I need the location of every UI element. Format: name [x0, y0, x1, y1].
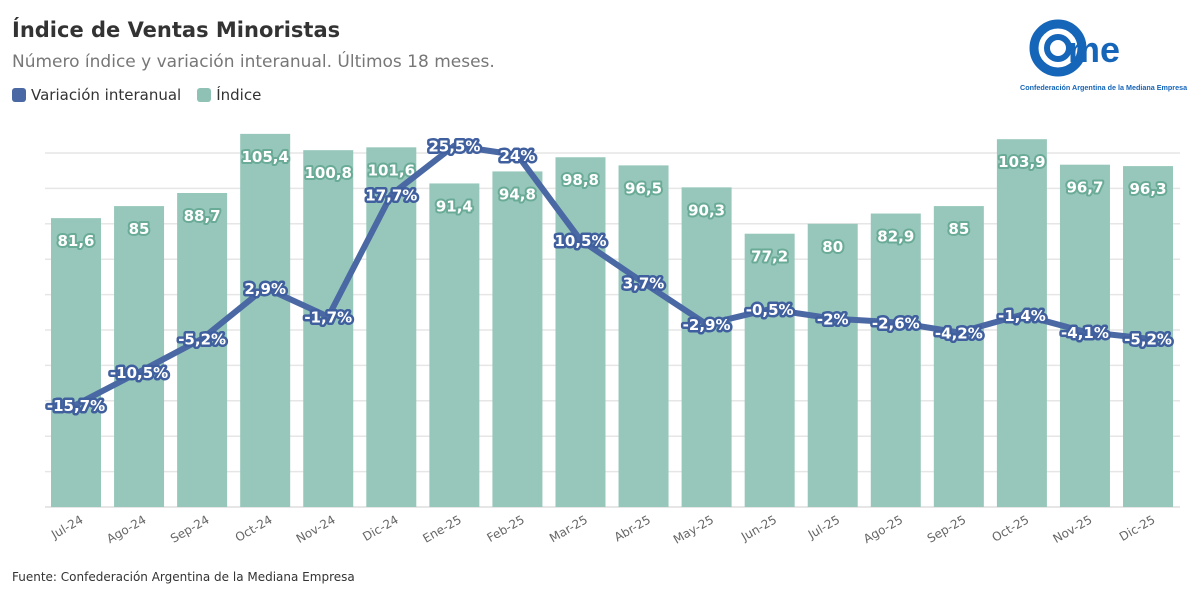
line-label-Ago-24: -10,5% [110, 364, 168, 382]
x-tick-label: Jul-25 [805, 512, 842, 542]
chart-subtitle: Número índice y variación interanual. Úl… [12, 52, 495, 72]
bar-label-Nov-25: 96,7 [1066, 179, 1103, 197]
legend-item-variacion: Variación interanual [12, 86, 181, 104]
x-tick-label: Abr-25 [612, 512, 653, 544]
x-tick-label: Sep-24 [168, 512, 212, 545]
chart-title: Índice de Ventas Minoristas [12, 18, 341, 42]
bar-label-Feb-25: 94,8 [499, 185, 536, 203]
x-tick-label: Feb-25 [485, 512, 527, 545]
source-note: Fuente: Confederación Argentina de la Me… [12, 570, 355, 584]
bar-label-Oct-24: 105,4 [241, 148, 288, 166]
bar-label-Dic-25: 96,3 [1130, 180, 1167, 198]
bar-Mar-25 [555, 157, 606, 508]
legend-label: Índice [216, 86, 262, 104]
line-label-Jun-25: -0,5% [746, 301, 794, 319]
svg-text:Confederación Argentina de la: Confederación Argentina de la Mediana Em… [1020, 83, 1188, 92]
line-label-Sep-25: -4,2% [935, 324, 983, 342]
bar-label-Jul-24: 81,6 [57, 232, 94, 250]
line-variacion [73, 142, 1152, 408]
x-tick-label: Oct-25 [989, 512, 1031, 544]
x-tick-label: Nov-25 [1050, 512, 1094, 545]
bar-Sep-25 [933, 206, 984, 507]
bar-label-Jun-25: 77,2 [751, 248, 788, 266]
legend: Variación interanual Índice [12, 86, 261, 104]
x-tick-label: Jul-24 [48, 512, 85, 542]
x-tick-label: Dic-25 [1117, 512, 1158, 544]
bar-label-Sep-25: 85 [948, 220, 969, 238]
line-label-Jul-25: -2% [817, 311, 849, 329]
bar-Jul-24 [51, 218, 101, 508]
bar-label-Mar-25: 98,8 [562, 171, 599, 189]
line-label-Oct-25: -1,4% [998, 307, 1046, 325]
bar-Feb-25 [492, 171, 543, 507]
bar-label-Abr-25: 96,5 [625, 179, 662, 197]
x-tick-label: Ago-25 [861, 512, 905, 546]
line-label-Nov-24: -1,7% [304, 309, 352, 327]
bar-Jun-25 [744, 233, 795, 507]
bar-label-May-25: 90,3 [688, 201, 725, 219]
svg-text:me: me [1068, 29, 1120, 70]
x-tick-label: Nov-24 [294, 512, 338, 545]
bar-label-Ago-24: 85 [129, 220, 150, 238]
line-label-Feb-25: 24% [499, 147, 535, 165]
x-tick-label: Dic-24 [360, 512, 401, 544]
bar-label-Jul-25: 80 [822, 238, 843, 256]
bar-Ene-25 [429, 183, 480, 507]
bar-label-Oct-25: 103,9 [998, 153, 1045, 171]
x-tick-label: Mar-25 [547, 512, 590, 545]
x-tick-label: Jun-25 [738, 512, 779, 544]
bar-label-Nov-24: 100,8 [305, 164, 352, 182]
line-label-Ene-25: 25,5% [428, 138, 480, 156]
bar-Oct-25 [996, 139, 1047, 507]
x-tick-label: Ago-24 [104, 512, 148, 546]
line-label-Mar-25: 10,5% [554, 232, 606, 250]
bar-label-Ene-25: 91,4 [436, 197, 473, 215]
bar-Ago-24 [114, 206, 165, 507]
line-label-Dic-24: 17,7% [365, 187, 417, 205]
bar-Nov-24 [303, 150, 354, 507]
x-tick-label: Ene-25 [420, 512, 464, 545]
line-label-Jul-24: -15,7% [47, 397, 105, 415]
line-label-May-25: -2,9% [683, 316, 731, 334]
bar-Abr-25 [618, 165, 669, 507]
bar-label-Sep-24: 88,7 [184, 207, 221, 225]
legend-label: Variación interanual [31, 86, 182, 104]
came-logo: me Confederación Argentina de la Mediana… [1020, 19, 1188, 92]
line-label-Abr-25: 3,7% [623, 275, 665, 293]
line-label-Ago-25: -2,6% [872, 314, 920, 332]
legend-swatch [12, 88, 26, 102]
bar-May-25 [681, 187, 732, 507]
line-label-Sep-24: -5,2% [178, 331, 226, 349]
bar-label-Ago-25: 82,9 [877, 228, 914, 246]
line-label-Dic-25: -5,2% [1124, 331, 1172, 349]
bar-Jul-25 [807, 223, 858, 508]
legend-item-indice: Índice [197, 86, 261, 104]
x-tick-label: Oct-24 [233, 512, 275, 544]
x-tick-label: Sep-25 [925, 512, 969, 545]
bar-Oct-24 [240, 133, 291, 507]
legend-swatch [197, 88, 212, 102]
line-label-Oct-24: 2,9% [244, 280, 286, 298]
bar-Ago-25 [870, 213, 921, 507]
bar-Dic-24 [366, 147, 417, 507]
x-tick-label: May-25 [671, 512, 716, 546]
bar-label-Dic-24: 101,6 [368, 161, 415, 179]
line-label-Nov-25: -4,1% [1061, 324, 1109, 342]
